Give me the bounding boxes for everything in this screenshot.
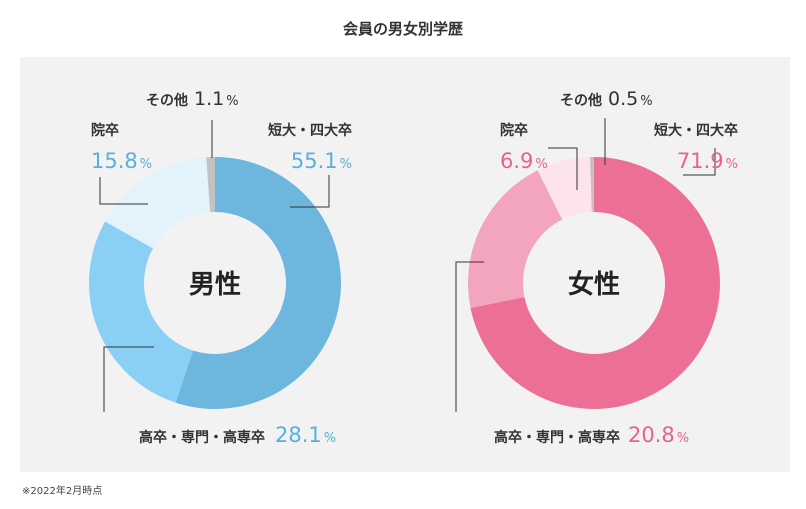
slice-highschool — [88, 221, 193, 403]
slice-univ — [470, 157, 721, 409]
center-label: 男性 — [189, 270, 241, 300]
value-label-highschool: 20.8% — [628, 423, 689, 447]
page-title: 会員の男女別学歴 — [342, 20, 463, 38]
leader-line-grad — [99, 177, 148, 205]
center-label: 女性 — [568, 269, 620, 300]
slice-other — [590, 157, 594, 213]
value-label-univ: 55.1% — [291, 149, 352, 173]
category-label-highschool: 高卒・専門・高専卒 — [139, 429, 265, 446]
category-label-univ: 短大・四大卒 — [268, 122, 352, 139]
value-label-grad: 6.9% — [500, 149, 548, 173]
value-label-univ: 71.9% — [677, 149, 738, 173]
category-label-other: その他 — [560, 92, 602, 109]
category-label-grad: 院卒 — [500, 122, 528, 139]
slice-grad — [105, 157, 211, 249]
value-label-other: 1.1% — [194, 88, 239, 110]
donut-chart-1: 女性 短大・四大卒 71.9 % 高卒・専門・高専卒 20.8 % 院卒 6.9 % その他 0.5% — [455, 88, 738, 447]
slice-grad — [537, 157, 592, 220]
category-label-other: その他 — [146, 92, 188, 109]
value-label-highschool: 28.1% — [275, 423, 336, 447]
category-label-univ: 短大・四大卒 — [654, 122, 738, 139]
leader-line-univ — [683, 148, 716, 176]
category-label-grad: 院卒 — [91, 122, 119, 139]
footnote: ※2022年2月時点 — [22, 486, 103, 497]
slice-other — [206, 157, 215, 213]
leader-line-grad — [548, 147, 578, 190]
leader-line-highschool — [103, 346, 154, 412]
leader-line-univ — [290, 175, 330, 208]
slice-highschool — [468, 170, 563, 308]
slice-univ — [175, 157, 341, 409]
value-label-grad: 15.8% — [91, 149, 152, 173]
category-label-highschool: 高卒・専門・高専卒 — [494, 429, 620, 446]
value-label-other: 0.5% — [608, 88, 653, 110]
chart-panel — [20, 57, 790, 472]
leader-line-highschool — [455, 261, 484, 412]
donut-chart-0: 男性 短大・四大卒 55.1 % 高卒・専門・高専卒 28.1 % 院卒 15.8 % その他 1.1… — [88, 88, 352, 447]
